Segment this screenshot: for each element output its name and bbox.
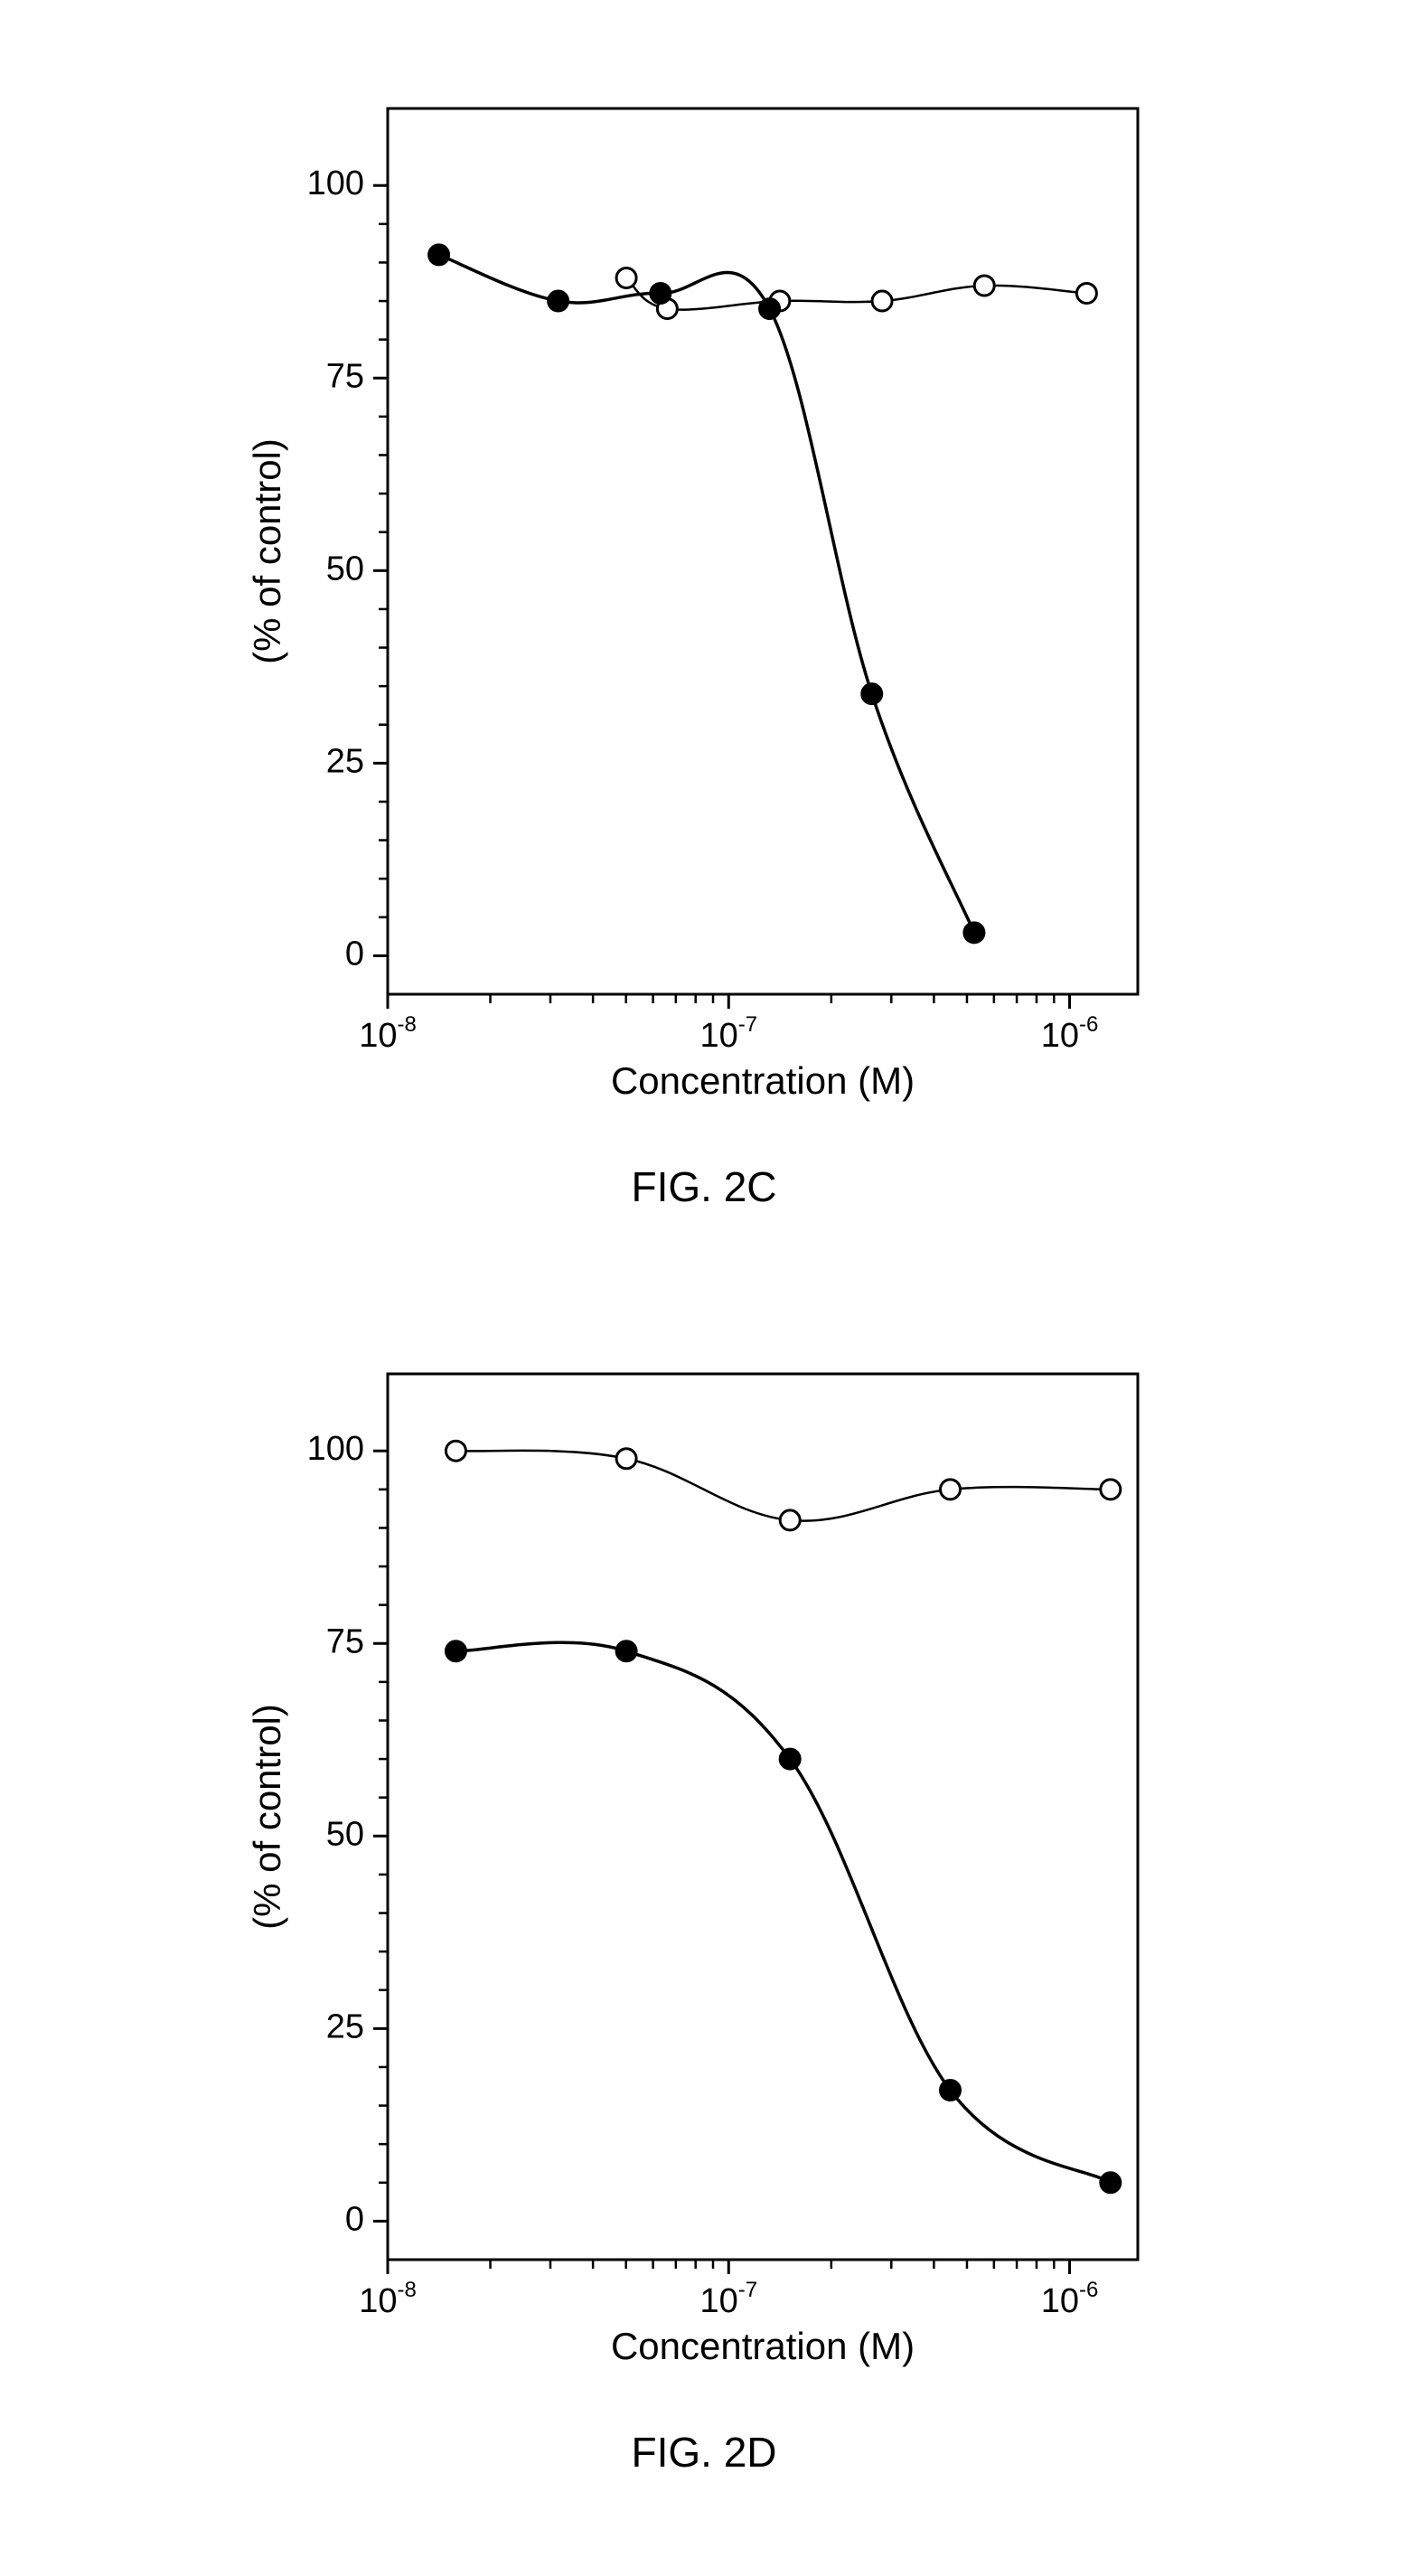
x-axis-label: Concentration (M) <box>611 1059 915 1102</box>
marker-open-circles <box>616 268 636 287</box>
y-tick-label: 75 <box>326 357 364 395</box>
chart-fig2c: 0 25 50 75 100 (% of control) 10-8 10-7 10-6 Conc… <box>207 54 1201 1211</box>
y-tick-label: 100 <box>307 165 364 202</box>
marker-open-circles <box>872 291 892 311</box>
chart-svg: 0 25 50 75 100 (% of control) 10-8 10-7 10-6 Conc… <box>207 54 1201 1157</box>
y-tick-label: 100 <box>307 1430 364 1468</box>
marker-filled-circles <box>429 245 449 265</box>
figure-caption: FIG. 2C <box>207 1162 1201 1211</box>
x-tick-label: 10-8 <box>359 1012 417 1055</box>
x-tick-label: 10-8 <box>359 2278 417 2320</box>
plot-frame <box>388 1374 1138 2260</box>
series-line-filled-circles <box>455 1642 1110 2183</box>
x-axis-label: Concentration (M) <box>611 2325 915 2367</box>
marker-filled-circles <box>941 2081 961 2101</box>
marker-open-circles <box>446 1441 465 1461</box>
marker-filled-circles <box>549 291 568 311</box>
y-tick-label: 25 <box>326 2007 364 2045</box>
x-tick-label: 10-7 <box>699 1012 757 1055</box>
chart-svg: 0 25 50 75 100 (% of control) 10-8 10-7 10-6 Conc… <box>207 1320 1201 2422</box>
y-tick-label: 0 <box>345 2200 364 2238</box>
marker-filled-circles <box>446 1641 465 1661</box>
series-line-filled-circles <box>439 255 974 933</box>
marker-filled-circles <box>616 1641 636 1661</box>
marker-open-circles <box>941 1480 961 1500</box>
y-tick-label: 75 <box>326 1622 364 1660</box>
marker-filled-circles <box>964 923 984 943</box>
marker-open-circles <box>780 1510 800 1530</box>
y-tick-label: 50 <box>326 1815 364 1853</box>
y-axis-label: (% of control) <box>246 438 288 664</box>
marker-filled-circles <box>1101 2173 1121 2193</box>
figure-caption: FIG. 2D <box>207 2428 1201 2477</box>
series-line-open-circles <box>455 1451 1110 1521</box>
y-tick-label: 50 <box>326 550 364 588</box>
marker-filled-circles <box>862 684 882 704</box>
marker-open-circles <box>616 1449 636 1469</box>
marker-filled-circles <box>651 284 671 304</box>
y-tick-label: 25 <box>326 742 364 780</box>
plot-frame <box>388 108 1138 994</box>
y-tick-label: 0 <box>345 935 364 973</box>
x-tick-label: 10-6 <box>1041 1012 1099 1055</box>
marker-open-circles <box>1101 1480 1121 1500</box>
marker-filled-circles <box>760 299 780 319</box>
marker-filled-circles <box>780 1749 800 1769</box>
x-tick-label: 10-6 <box>1041 2278 1099 2320</box>
x-tick-label: 10-7 <box>699 2278 757 2320</box>
marker-open-circles <box>974 276 994 296</box>
chart-fig2d: 0 25 50 75 100 (% of control) 10-8 10-7 10-6 Conc… <box>207 1320 1201 2477</box>
y-axis-label: (% of control) <box>246 1704 288 1930</box>
marker-open-circles <box>1076 284 1096 304</box>
